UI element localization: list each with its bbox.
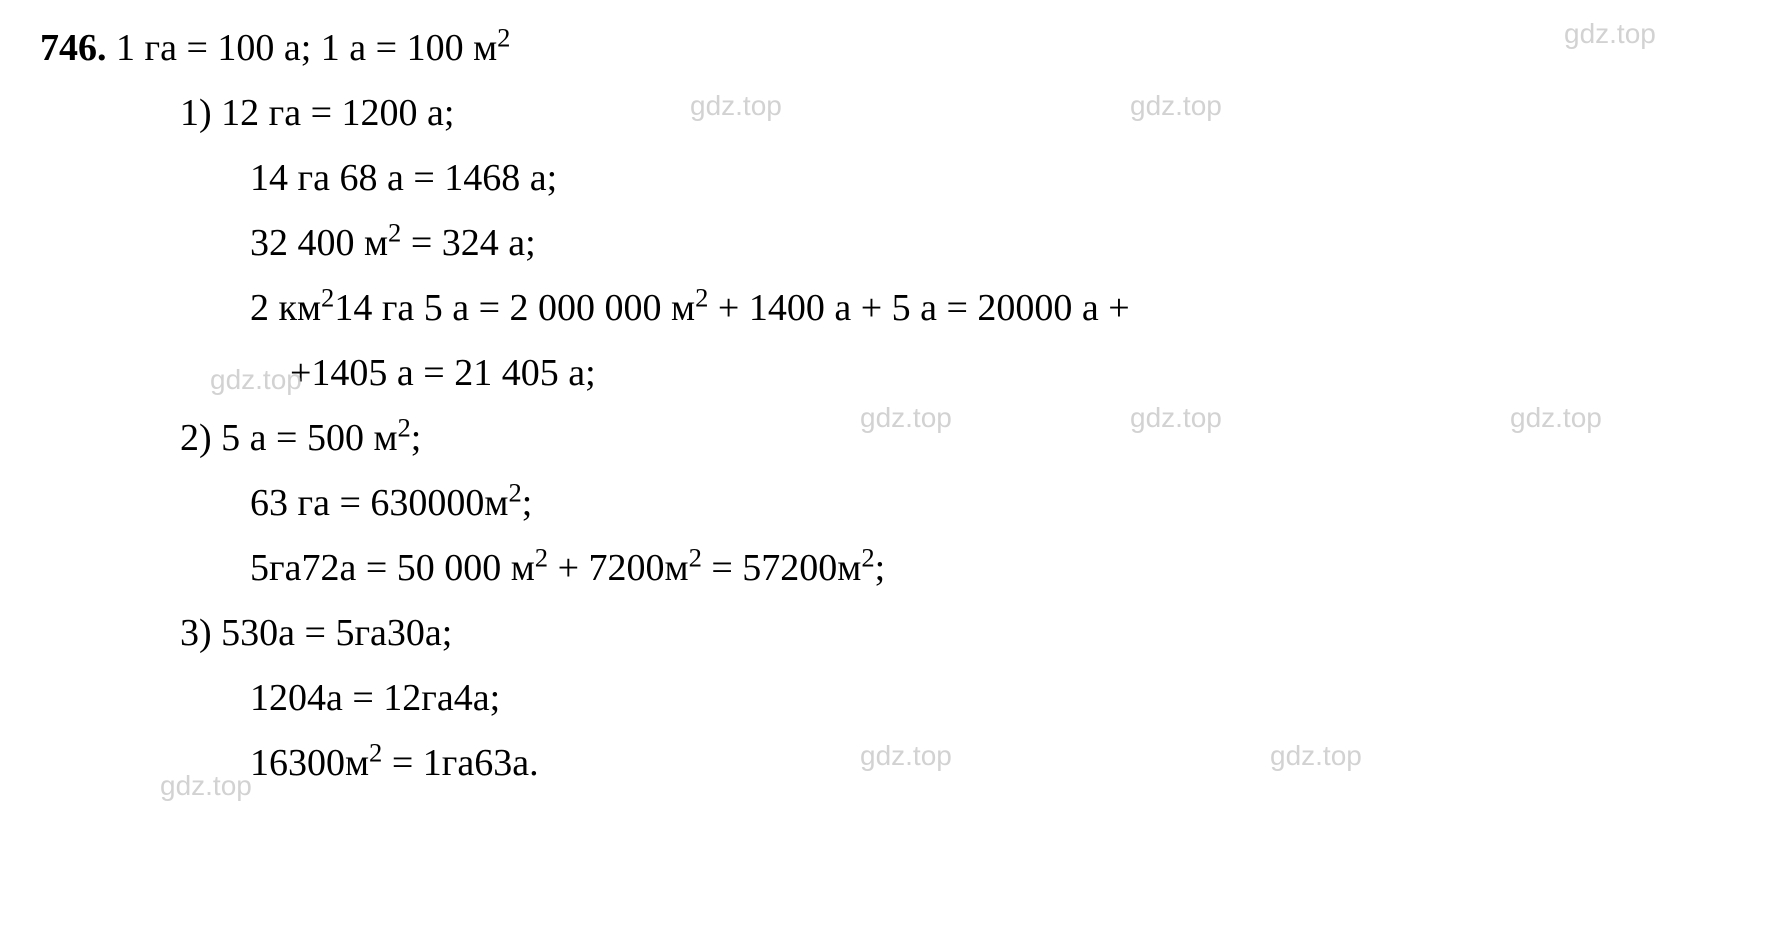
part1-line4: 2 км214 га 5 а = 2 000 000 м2 + 1400 а +…	[40, 280, 1744, 337]
part2-line3b: + 7200м	[548, 547, 688, 589]
part3-line3: 16300м2 = 1га63а.	[40, 735, 1744, 792]
part2-line1b: ;	[411, 417, 422, 459]
header-exp: 2	[497, 22, 510, 52]
part1-line3-exp: 2	[388, 217, 401, 247]
header-conversion: 1 га = 100 а; 1 а = 100 м	[116, 27, 497, 69]
part1-line4c: + 1400 а + 5 а = 20000 а +	[708, 287, 1129, 329]
part1-line4b: 14 га 5 а = 2 000 000 м	[334, 287, 695, 329]
part2-line1a: 5 а = 500 м	[221, 417, 397, 459]
part1-line2-text: 14 га 68 а = 1468 а;	[250, 157, 557, 199]
part2-line2-exp: 2	[508, 477, 521, 507]
part2-line3d: ;	[875, 547, 886, 589]
part3-line3-exp: 2	[369, 737, 382, 767]
part2-line3-exp3: 2	[861, 542, 874, 572]
part3-line2: 1204а = 12га4а;	[40, 670, 1744, 727]
part1-line2: 14 га 68 а = 1468 а;	[40, 150, 1744, 207]
part1-line1-text: 12 га = 1200 а;	[221, 92, 454, 134]
part2-line2: 63 га = 630000м2;	[40, 475, 1744, 532]
header-line: 746. 1 га = 100 а; 1 а = 100 м2	[40, 20, 1744, 77]
part2-line3a: 5га72а = 50 000 м	[250, 547, 535, 589]
part2-line3c: = 57200м	[702, 547, 861, 589]
part1-line1: 1) 12 га = 1200 а;	[40, 85, 1744, 142]
part1-line3: 32 400 м2 = 324 а;	[40, 215, 1744, 272]
part1-line4a: 2 км	[250, 287, 321, 329]
part3-line2-text: 1204а = 12га4а;	[250, 677, 500, 719]
part1-line5-text: +1405 а = 21 405 а;	[290, 352, 596, 394]
part1-line5: +1405 а = 21 405 а;	[40, 345, 1744, 402]
part1-line3b: = 324 а;	[401, 222, 535, 264]
part2-line3-exp2: 2	[689, 542, 702, 572]
part2-label: 2)	[180, 417, 212, 459]
part1-line3a: 32 400 м	[250, 222, 388, 264]
part3-line1-text: 530а = 5га30а;	[221, 612, 452, 654]
part2-line3: 5га72а = 50 000 м2 + 7200м2 = 57200м2;	[40, 540, 1744, 597]
part3-line3b: = 1га63а.	[382, 742, 538, 784]
part2-line1: 2) 5 а = 500 м2;	[40, 410, 1744, 467]
part3-line1: 3) 530а = 5га30а;	[40, 605, 1744, 662]
part2-line1-exp: 2	[398, 412, 411, 442]
part3-line3a: 16300м	[250, 742, 369, 784]
part2-line3-exp1: 2	[535, 542, 548, 572]
part2-line2b: ;	[522, 482, 533, 524]
problem-number: 746.	[40, 27, 107, 69]
part1-label: 1)	[180, 92, 212, 134]
part2-line2a: 63 га = 630000м	[250, 482, 508, 524]
part1-line4-exp1: 2	[321, 282, 334, 312]
part1-line4-exp2: 2	[695, 282, 708, 312]
part3-label: 3)	[180, 612, 212, 654]
